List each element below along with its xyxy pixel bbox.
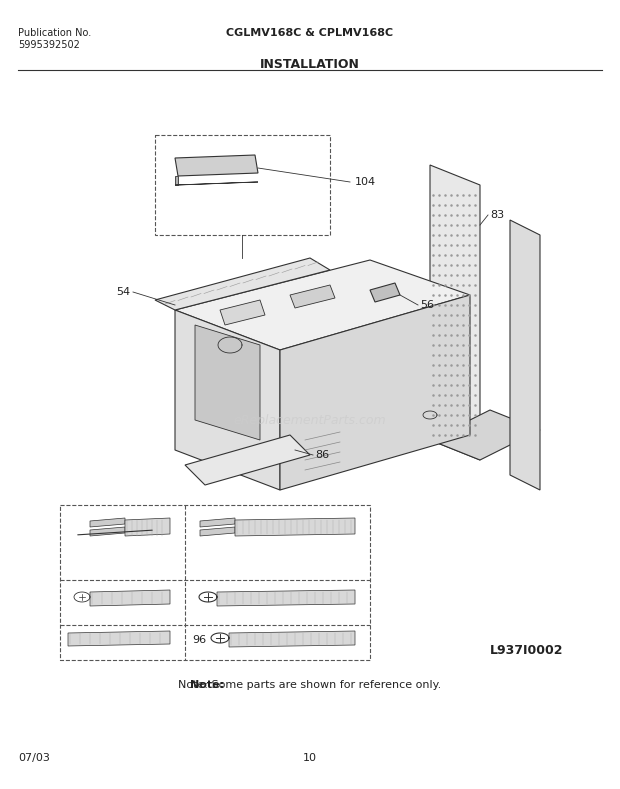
Polygon shape [280, 295, 470, 490]
Text: L937I0002: L937I0002 [490, 644, 564, 656]
Polygon shape [90, 527, 125, 536]
Polygon shape [90, 590, 170, 606]
Text: eReplacementParts.com: eReplacementParts.com [234, 413, 386, 427]
Text: Note:: Note: [190, 680, 224, 690]
Polygon shape [200, 527, 235, 536]
Text: 56: 56 [420, 300, 434, 310]
Text: 104: 104 [355, 177, 376, 187]
Text: 83: 83 [490, 210, 504, 220]
Polygon shape [175, 155, 258, 176]
Text: INSTALLATION: INSTALLATION [260, 58, 360, 71]
Polygon shape [229, 631, 355, 647]
Polygon shape [125, 518, 170, 536]
Polygon shape [175, 176, 178, 185]
Polygon shape [200, 518, 235, 527]
Bar [155, 135, 330, 235]
Polygon shape [510, 220, 540, 490]
Polygon shape [155, 258, 330, 310]
Polygon shape [217, 590, 355, 606]
Polygon shape [220, 300, 265, 325]
Polygon shape [175, 310, 280, 490]
Text: 96: 96 [192, 635, 206, 645]
Polygon shape [185, 435, 310, 485]
Text: Publication No.
5995392502: Publication No. 5995392502 [18, 28, 91, 50]
Text: CGLMV168C & CPLMV168C: CGLMV168C & CPLMV168C [226, 28, 394, 38]
Polygon shape [195, 325, 260, 440]
Text: 86: 86 [315, 450, 329, 460]
Text: 10: 10 [303, 753, 317, 763]
Bar [60, 505, 370, 660]
Polygon shape [175, 260, 470, 350]
Polygon shape [370, 283, 400, 302]
Text: 54: 54 [116, 287, 130, 297]
Polygon shape [90, 518, 125, 527]
Polygon shape [290, 285, 335, 308]
Polygon shape [68, 631, 170, 646]
Text: Note: Some parts are shown for reference only.: Note: Some parts are shown for reference… [179, 680, 441, 690]
Polygon shape [235, 518, 355, 536]
Polygon shape [430, 165, 480, 460]
Text: 07/03: 07/03 [18, 753, 50, 763]
Polygon shape [430, 410, 540, 460]
Polygon shape [175, 182, 258, 185]
